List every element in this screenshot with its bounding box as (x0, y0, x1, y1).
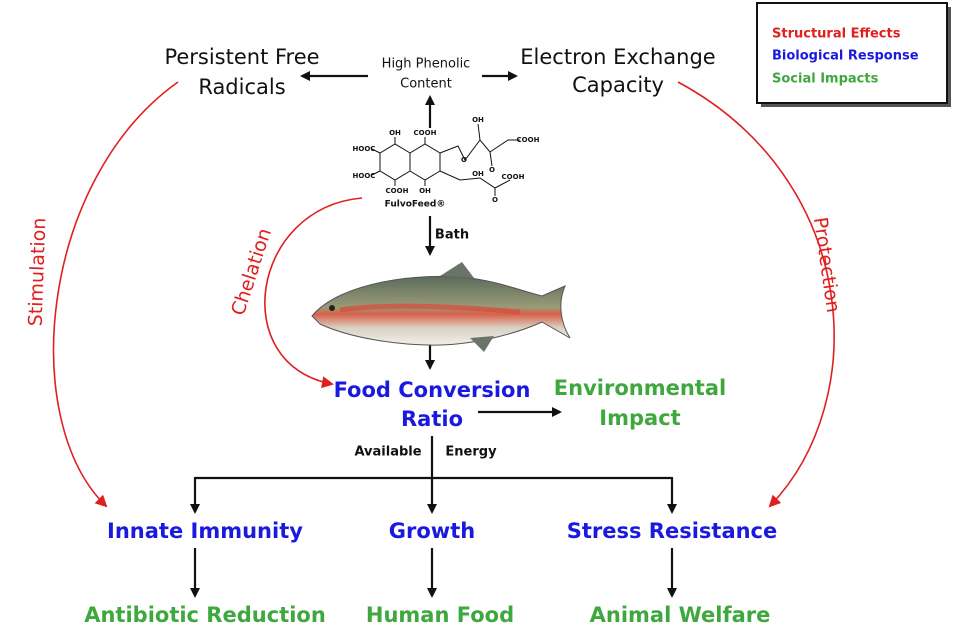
node-label: Ratio (401, 407, 463, 431)
outcome-label: Antibiotic Reduction (84, 603, 326, 627)
atom-label: OH (389, 129, 401, 137)
legend-box (756, 2, 948, 104)
node-label: Impact (599, 406, 680, 430)
edge-label: Available (354, 445, 421, 460)
arrows (190, 71, 677, 598)
node-label: Electron Exchange (520, 45, 715, 69)
atom-label: OH (472, 116, 484, 124)
node-label: Food Conversion (334, 378, 531, 402)
red-arrows (52, 81, 835, 508)
outcome-label: Animal Welfare (590, 603, 771, 627)
node-label: Radicals (198, 75, 285, 99)
response-label: Stress Resistance (567, 519, 778, 543)
response-label: Innate Immunity (107, 519, 303, 543)
atom-label: O (489, 166, 495, 174)
atom-label: O (461, 156, 467, 164)
legend-item: Biological Response (772, 49, 919, 64)
atom-label: COOH (414, 129, 437, 137)
atom-label: COOH (502, 173, 525, 181)
edge-label: Bath (435, 228, 469, 243)
molecule (371, 123, 520, 196)
atom-label: OH (472, 170, 484, 178)
node-label: Environmental (554, 376, 726, 400)
edge-label: Chelation (227, 225, 276, 318)
outcome-label: Human Food (366, 603, 514, 627)
response-label: Growth (389, 519, 475, 543)
edge-label: Stimulation (25, 217, 51, 326)
legend-item: Social Impacts (772, 72, 879, 87)
atom-label: COOH (517, 136, 540, 144)
edge-label: Energy (445, 445, 497, 460)
edge-label: Protection (809, 216, 844, 314)
atom-label: COOH (386, 187, 409, 195)
atom-label: O (492, 196, 498, 204)
atom-label: HOOC (353, 145, 376, 153)
node-label: Capacity (572, 73, 664, 97)
node-label: Persistent Free (164, 45, 319, 69)
atom-label: OH (419, 187, 431, 195)
node-label: High Phenolic (382, 57, 471, 72)
molecule-name: FulvoFeed® (385, 200, 446, 210)
atom-label: HOOC (353, 172, 376, 180)
node-label: Content (400, 77, 452, 92)
legend-item: Structural Effects (772, 27, 901, 42)
fish (311, 262, 571, 352)
